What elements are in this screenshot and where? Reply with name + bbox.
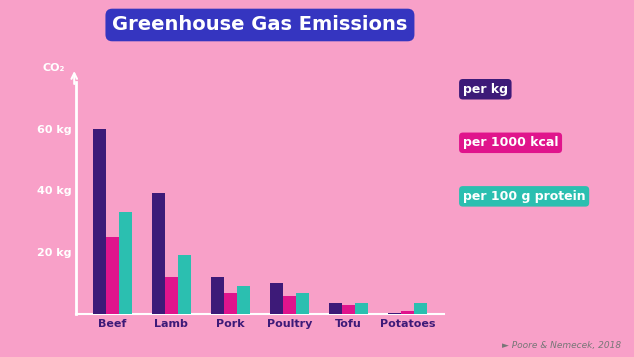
Bar [414,303,427,314]
Bar [270,283,283,314]
Bar [224,292,237,314]
Bar [355,303,368,314]
Bar [165,277,178,314]
Bar [152,193,165,314]
Bar [329,303,342,314]
Bar [401,311,414,314]
Text: CO₂: CO₂ [43,63,65,73]
Bar [106,237,119,314]
Text: per 1000 kcal: per 1000 kcal [463,136,559,149]
Bar [178,255,191,314]
Bar [388,313,401,314]
Bar [342,305,355,314]
Bar [237,286,250,314]
Text: ► Poore & Nemecek, 2018: ► Poore & Nemecek, 2018 [502,341,621,350]
Bar [211,277,224,314]
Bar [119,212,132,314]
Text: Greenhouse Gas Emissions: Greenhouse Gas Emissions [112,15,408,35]
Bar [93,129,106,314]
Bar [283,296,296,314]
Text: per kg: per kg [463,83,508,96]
Bar [296,292,309,314]
Text: per 100 g protein: per 100 g protein [463,190,585,203]
